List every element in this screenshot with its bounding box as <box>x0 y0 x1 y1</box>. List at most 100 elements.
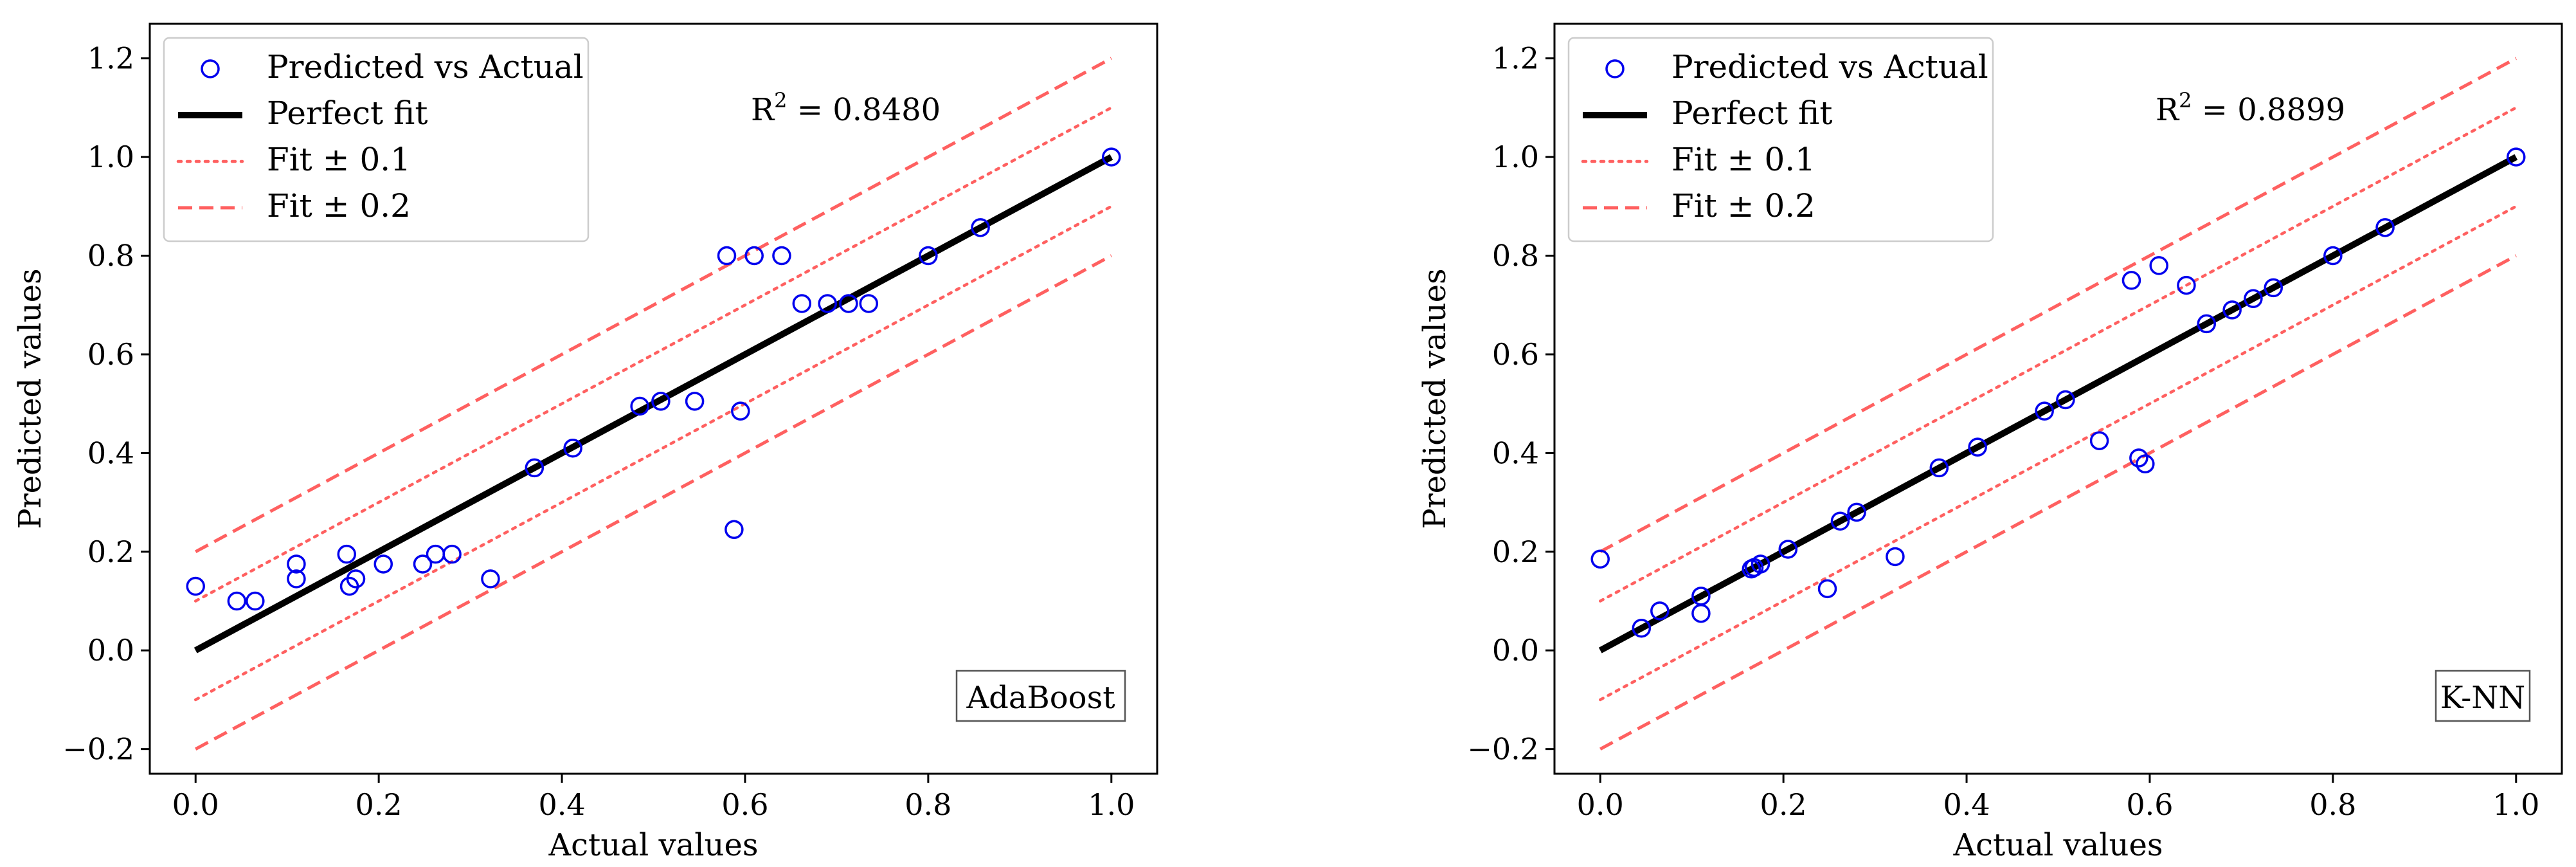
x-tick-label: 1.0 <box>2492 787 2539 822</box>
data-point <box>1886 547 1905 567</box>
legend-entry: Perfect fit <box>1671 95 1832 132</box>
y-tick-label: 0.6 <box>87 337 134 372</box>
data-point <box>859 294 879 313</box>
data-point <box>792 294 812 313</box>
data-point <box>2177 275 2196 295</box>
legend: Predicted vs Actual Perfect fit Fit ± 0.1 F… <box>1567 37 1994 242</box>
legend: Predicted vs Actual Perfect fit Fit ± 0.1 F… <box>163 37 590 242</box>
y-tick-label: 0.2 <box>1492 534 1539 569</box>
r-squared-symbol: R <box>751 92 775 128</box>
x-tick-label: 0.0 <box>172 787 219 822</box>
data-point <box>651 392 671 411</box>
data-point <box>287 554 306 574</box>
data-point <box>2056 390 2075 410</box>
r-squared-value: = 0.8480 <box>788 92 941 128</box>
legend-entry: Perfect fit <box>267 95 428 132</box>
legend-entry: Fit ± 0.1 <box>267 141 411 178</box>
data-point <box>1590 549 1610 569</box>
model-label: AdaBoost <box>966 680 1115 716</box>
legend-entry: Fit ± 0.2 <box>267 187 411 224</box>
data-point <box>1968 437 1987 457</box>
axes-frame <box>1553 23 2563 775</box>
data-point <box>971 218 990 237</box>
y-tick-label: −0.2 <box>62 732 134 767</box>
data-point <box>287 569 306 589</box>
x-tick-label: 0.8 <box>905 787 951 822</box>
x-tick-label: 0.8 <box>2309 787 2356 822</box>
y-tick-label: 1.2 <box>1492 41 1539 76</box>
x-tick-label: 0.4 <box>1943 787 1990 822</box>
scatter-points <box>186 147 1121 611</box>
data-point <box>2323 246 2343 266</box>
data-point <box>919 246 938 266</box>
data-point <box>413 554 433 574</box>
model-label-frame <box>2435 670 2531 722</box>
y-tick-label: 0.4 <box>1492 435 1539 470</box>
x-tick-label: 1.0 <box>1088 787 1135 822</box>
left-panel: 0.0 0.2 0.4 0.6 0.8 1.0 −0.2 0.0 0.2 0.4 0.6 0.8 1.0… <box>12 23 1158 863</box>
data-point <box>717 246 737 266</box>
data-point <box>2121 271 2141 290</box>
y-tick-label: 0.6 <box>1492 337 1539 372</box>
data-point <box>563 438 582 458</box>
y-tick-label: 0.0 <box>1492 633 1539 668</box>
r-squared-value: = 0.8899 <box>2192 92 2346 128</box>
data-point <box>2136 454 2155 474</box>
data-point <box>374 554 393 574</box>
reference-line-fit-0-2 <box>1599 57 2517 554</box>
legend-entry: Predicted vs Actual <box>267 48 584 86</box>
right-panel: 0.0 0.2 0.4 0.6 0.8 1.0 −0.2 0.0 0.2 0.4 0.6 0.8 1.0… <box>1417 23 2563 863</box>
x-axis-label: Actual values <box>548 827 758 863</box>
reference-line-fit-0-1 <box>1598 106 2518 603</box>
reference-line-fit-0-2 <box>1599 254 2517 751</box>
legend-marker-icon <box>201 59 220 78</box>
data-point <box>2089 431 2109 450</box>
r-squared-symbol: R <box>2156 92 2180 128</box>
data-point <box>2149 256 2168 275</box>
data-point <box>1778 540 1798 559</box>
x-tick-label: 0.6 <box>721 787 768 822</box>
x-tick-label: 0.2 <box>356 787 402 822</box>
data-point <box>1102 147 1121 167</box>
x-axis-label: Actual values <box>1952 827 2163 863</box>
y-axis-label: Predicted values <box>1417 268 1453 529</box>
reference-line-fit-0-2 <box>195 254 1112 751</box>
data-point <box>2197 314 2217 334</box>
data-point <box>346 569 366 589</box>
r-squared-annotation: R2 = 0.8480 <box>751 88 941 128</box>
data-point <box>1632 618 1652 638</box>
model-label: K-NN <box>2440 680 2526 716</box>
reference-line-fit-0-1 <box>194 106 1113 603</box>
y-axis-label: Predicted values <box>12 268 48 529</box>
data-point <box>1929 458 1949 478</box>
data-point <box>725 520 744 540</box>
data-point <box>2244 289 2263 309</box>
reference-line-fit-0-1 <box>194 205 1113 702</box>
data-point <box>2264 278 2283 298</box>
data-point <box>772 246 791 266</box>
data-point <box>839 294 858 313</box>
r-squared-exponent: 2 <box>774 88 787 113</box>
axes-frame <box>149 23 1158 775</box>
data-point <box>1751 554 1770 574</box>
legend-box <box>163 37 590 242</box>
legend-entry: Predicted vs Actual <box>1671 48 1988 86</box>
y-tick-label: 0.4 <box>87 435 134 470</box>
data-point <box>744 246 764 266</box>
data-point <box>1847 502 1866 522</box>
model-label-frame <box>955 670 1126 722</box>
data-point <box>2507 147 2526 167</box>
y-tick-label: −0.2 <box>1467 732 1539 767</box>
data-point <box>227 591 247 611</box>
model-label-box: K-NN <box>2435 670 2531 722</box>
y-tick-label: 0.2 <box>87 534 134 569</box>
data-point <box>685 392 705 411</box>
y-tick-label: 1.2 <box>87 41 134 76</box>
legend-entry: Fit ± 0.1 <box>1671 141 1815 178</box>
data-point <box>1830 511 1850 531</box>
x-tick-label: 0.2 <box>1760 787 1807 822</box>
x-tick-label: 0.4 <box>538 787 585 822</box>
scatter-points <box>1590 147 2526 638</box>
data-point <box>2129 448 2148 468</box>
